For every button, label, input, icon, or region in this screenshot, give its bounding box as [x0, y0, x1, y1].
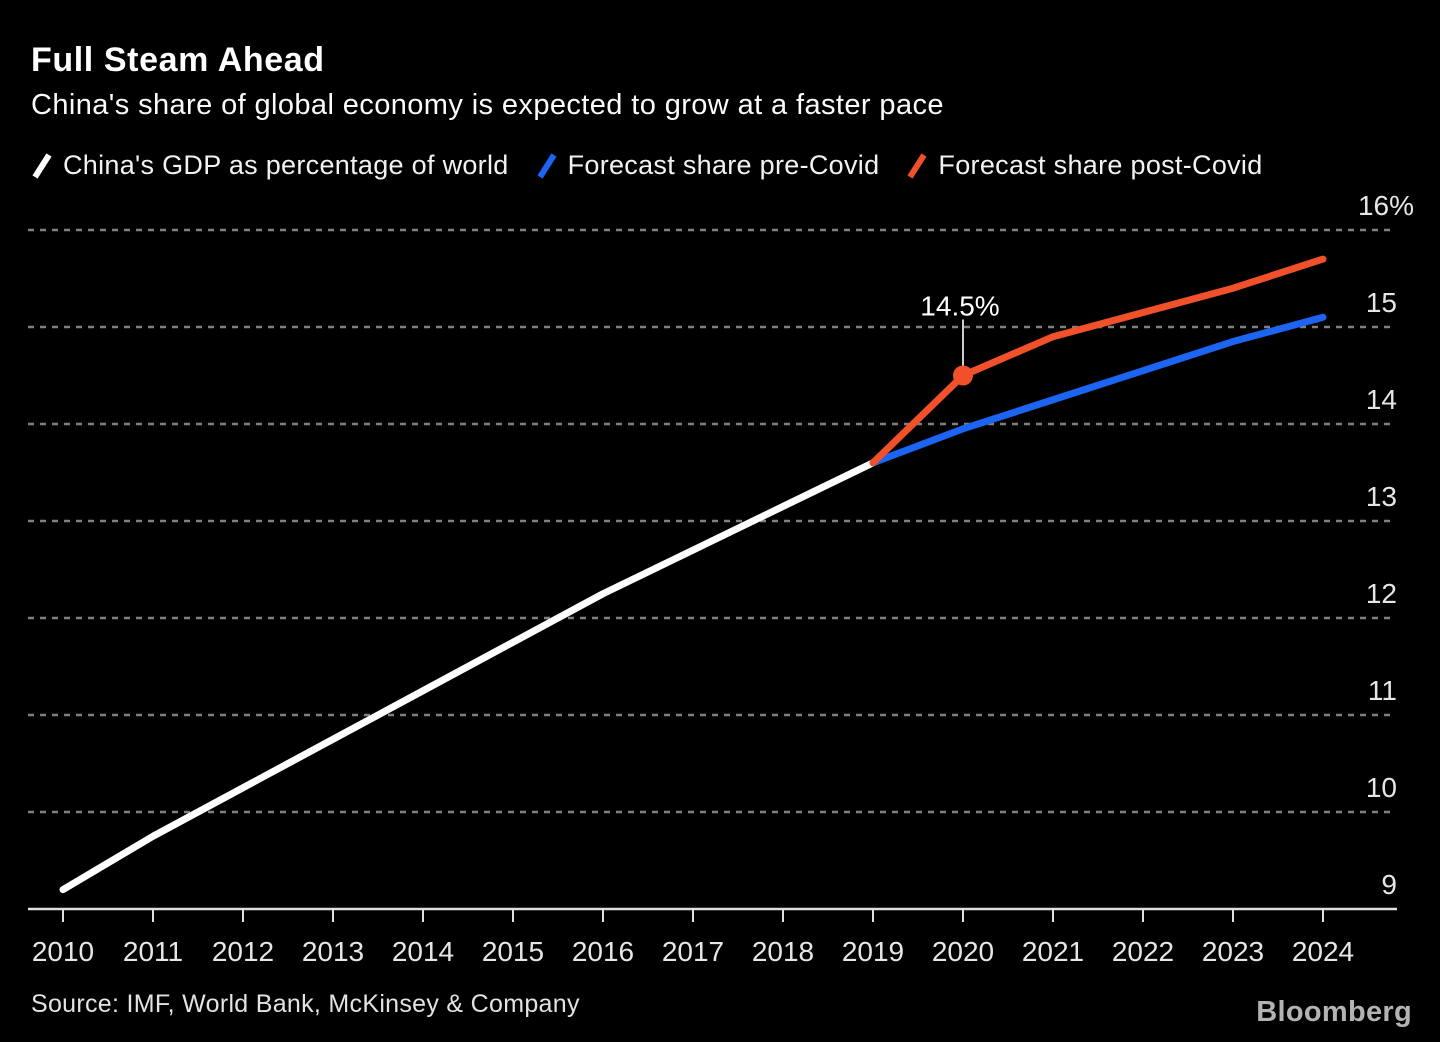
chart-header: Full Steam Ahead China's share of global…	[31, 41, 944, 123]
series-line-forecast-share-post-covid	[869, 255, 1327, 467]
x-tick-label: 2012	[212, 936, 274, 967]
source-note: Source: IMF, World Bank, McKinsey & Comp…	[31, 990, 580, 1018]
legend-item-china-gdp: China's GDP as percentage of world	[30, 150, 509, 181]
y-tick-label: 15	[1366, 287, 1397, 318]
bloomberg-logo: Bloomberg	[1256, 996, 1412, 1028]
y-tick-label: 14	[1366, 384, 1397, 415]
legend-label-china-gdp: China's GDP as percentage of world	[63, 150, 509, 180]
y-tick-label: 13	[1366, 481, 1397, 512]
x-tick-label: 2018	[752, 936, 814, 967]
chart-legend: China's GDP as percentage of world Forec…	[30, 150, 1263, 181]
x-tick-label: 2022	[1112, 936, 1174, 967]
legend-label-post-covid: Forecast share post-Covid	[938, 150, 1263, 180]
series-line-china-s-gdp-as-percentage-of-world	[59, 459, 877, 894]
y-tick-label: 9	[1381, 869, 1397, 900]
legend-label-pre-covid: Forecast share pre-Covid	[567, 150, 880, 180]
line-swatch-icon	[537, 152, 557, 179]
x-tick-label: 2011	[123, 936, 183, 967]
y-tick-labels: 16% 15 14 13 12 11 10 9	[1358, 190, 1414, 900]
chart-subtitle: China's share of global economy is expec…	[31, 89, 944, 122]
y-tick-label: 16%	[1358, 190, 1414, 221]
line-swatch-icon	[32, 152, 52, 179]
x-tick-label: 2021	[1022, 936, 1084, 967]
annotation-14-5-percent: 14.5%	[920, 291, 1000, 386]
x-tick-label: 2024	[1292, 936, 1354, 967]
annotation-label: 14.5%	[920, 291, 999, 322]
legend-item-post-covid: Forecast share post-Covid	[905, 150, 1262, 181]
x-tick-label: 2016	[572, 936, 634, 967]
x-tick-label: 2010	[32, 936, 94, 967]
y-tick-label: 10	[1366, 772, 1397, 803]
x-tick-label: 2019	[842, 936, 904, 967]
x-tick-label: 2013	[302, 936, 364, 967]
legend-item-pre-covid: Forecast share pre-Covid	[535, 150, 880, 181]
series-line-forecast-share-pre-covid	[869, 313, 1327, 467]
y-gridlines	[28, 228, 1396, 814]
x-tick-label: 2017	[662, 936, 724, 967]
y-tick-label: 11	[1368, 675, 1397, 706]
x-tick-label: 2020	[932, 936, 994, 967]
annotation-data-point	[953, 365, 973, 386]
chart-title: Full Steam Ahead	[31, 41, 325, 79]
x-tick-label: 2014	[392, 936, 454, 967]
x-tick-label: 2023	[1202, 936, 1264, 967]
y-tick-label: 12	[1366, 578, 1397, 609]
x-tick-label: 2015	[482, 936, 544, 967]
line-swatch-icon	[907, 152, 927, 179]
x-axis: 2010 2011 2012 2013 2014 2015 2016 2017 2018 2019…	[28, 907, 1397, 967]
